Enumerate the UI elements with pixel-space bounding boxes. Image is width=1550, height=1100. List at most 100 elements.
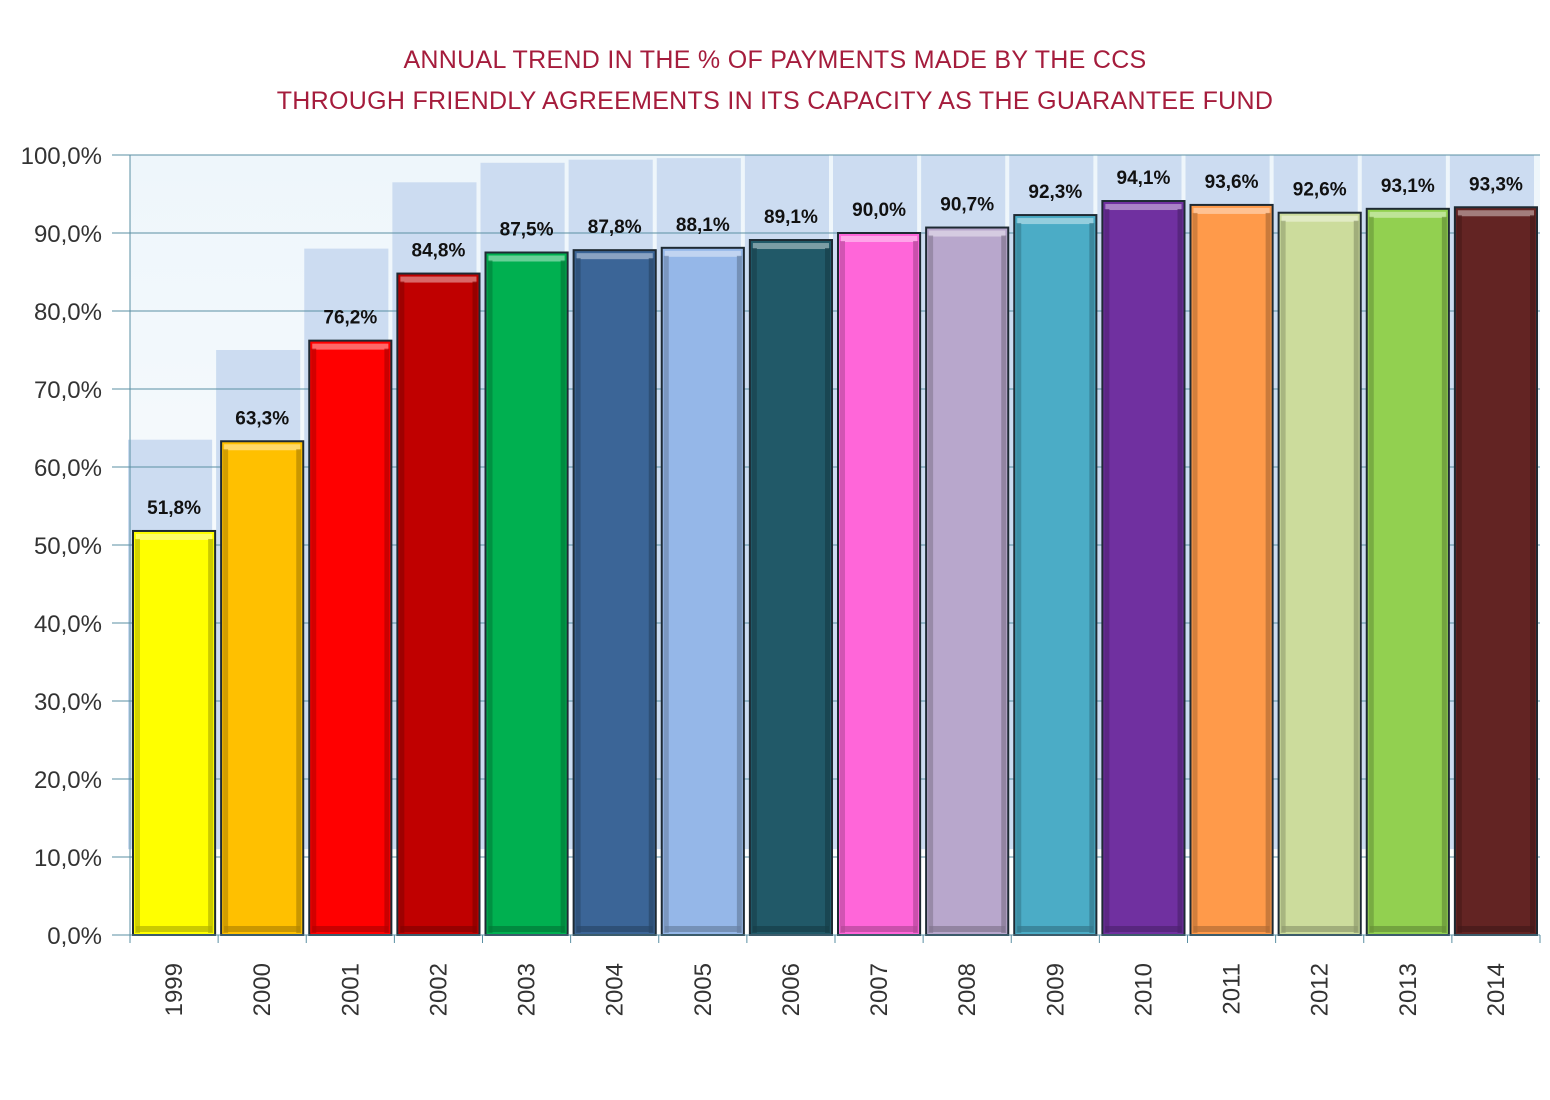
y-tick-label: 80,0%	[34, 299, 102, 326]
x-tick-label: 1999	[161, 963, 188, 1016]
bar-bevel-top	[400, 276, 477, 283]
y-tick-label: 70,0%	[34, 377, 102, 404]
bar-bevel-left	[575, 258, 581, 933]
x-tick-label: 2003	[514, 963, 541, 1016]
bar-bevel-bottom	[400, 926, 477, 932]
x-tick-label: 2013	[1395, 963, 1422, 1016]
chart-title-line-1: ANNUAL TREND IN THE % OF PAYMENTS MADE B…	[403, 46, 1147, 74]
bar-bevel-top	[1457, 210, 1534, 217]
bar-bevel-left	[928, 235, 934, 934]
data-label: 93,1%	[1381, 176, 1435, 197]
x-tick-label: 2010	[1130, 963, 1157, 1016]
bar-bevel-top	[1369, 211, 1446, 218]
data-label: 90,0%	[852, 200, 906, 221]
bar-bevel-top	[1193, 207, 1270, 214]
bar[interactable]	[1101, 200, 1186, 936]
data-label: 89,1%	[764, 207, 818, 228]
bar-bevel-left	[1368, 216, 1374, 933]
bar[interactable]	[748, 239, 833, 936]
bar[interactable]	[308, 339, 393, 936]
data-label: 92,3%	[1028, 182, 1082, 203]
bar-bevel-bottom	[312, 926, 389, 932]
bar[interactable]	[572, 249, 657, 937]
bar-bevel-top	[841, 236, 918, 242]
data-label: 94,1%	[1117, 168, 1171, 189]
bar-bevel-left	[311, 348, 317, 933]
data-label: 93,3%	[1469, 174, 1523, 195]
bar-bevel-bottom	[752, 926, 829, 932]
bar-bevel-top	[576, 253, 653, 260]
bar-bevel-right	[1530, 215, 1535, 933]
bar-bevel-top	[664, 250, 741, 257]
bar[interactable]	[837, 232, 922, 936]
bar-bevel-top	[1017, 218, 1094, 225]
data-label: 51,8%	[147, 498, 201, 519]
bar-bevel-top	[312, 343, 389, 350]
x-tick-label: 2007	[866, 963, 893, 1016]
bar-bevel-right	[1441, 216, 1447, 933]
bar-bevel-left	[135, 538, 140, 933]
bar-bevel-right	[208, 538, 214, 933]
y-tick-label: 50,0%	[34, 533, 102, 560]
x-tick-label: 2006	[778, 963, 805, 1016]
data-label: 90,7%	[940, 195, 994, 216]
bar-bevel-left	[223, 449, 229, 933]
data-label: 87,8%	[588, 217, 642, 238]
bar-bevel-bottom	[1281, 926, 1358, 932]
bar-bevel-left	[1192, 212, 1198, 934]
x-tick-label: 2002	[425, 963, 452, 1016]
bar[interactable]	[1277, 211, 1362, 937]
bar-bevel-bottom	[664, 926, 741, 932]
y-tick-label: 40,0%	[34, 611, 102, 638]
bar-bevel-bottom	[1017, 926, 1094, 932]
bar-bevel-right	[1265, 212, 1271, 934]
bar-bevel-right	[648, 258, 654, 933]
bar[interactable]	[1453, 206, 1538, 936]
data-label: 76,2%	[323, 308, 377, 329]
x-tick-label: 2012	[1307, 963, 1334, 1016]
x-tick-label: 2000	[249, 963, 276, 1016]
bar-bevel-left	[840, 241, 845, 933]
y-tick-label: 20,0%	[34, 767, 102, 794]
bar-bevel-left	[1280, 220, 1286, 934]
bar-bevel-bottom	[576, 926, 653, 932]
x-tick-label: 2011	[1219, 963, 1246, 1015]
bar-bevel-bottom	[929, 926, 1006, 932]
x-tick-label: 2014	[1483, 963, 1510, 1016]
y-tick-label: 100,0%	[21, 143, 102, 170]
bar[interactable]	[925, 226, 1010, 937]
bar-bevel-top	[1281, 215, 1358, 222]
bar[interactable]	[484, 251, 569, 936]
bar-bevel-right	[825, 248, 830, 933]
bar-bevel-bottom	[488, 926, 565, 932]
y-tick-label: 30,0%	[34, 689, 102, 716]
data-label: 92,6%	[1293, 180, 1347, 201]
bar-bevel-top	[929, 230, 1006, 237]
bar[interactable]	[220, 440, 305, 936]
bar-bevel-bottom	[136, 926, 213, 932]
bar[interactable]	[1013, 214, 1098, 936]
bar[interactable]	[132, 529, 217, 937]
bar-bevel-bottom	[841, 926, 918, 932]
data-label: 63,3%	[235, 408, 289, 429]
data-label: 87,5%	[500, 220, 554, 241]
bar[interactable]	[660, 246, 745, 936]
bar[interactable]	[1189, 203, 1274, 937]
bar-bevel-bottom	[224, 926, 301, 932]
bar-bevel-right	[1089, 223, 1095, 933]
bar-bevel-right	[1177, 209, 1183, 933]
bar-bevel-right	[913, 241, 919, 933]
bar-bevel-right	[1353, 220, 1359, 934]
data-label: 88,1%	[676, 215, 730, 236]
bar[interactable]	[396, 272, 481, 936]
bar-bevel-top	[136, 533, 213, 540]
bar-bevel-left	[663, 255, 669, 933]
bar-bevel-bottom	[1369, 926, 1446, 932]
bar-bevel-top	[1105, 204, 1182, 211]
x-tick-label: 2004	[602, 963, 629, 1016]
bar-bevel-top	[224, 444, 301, 451]
x-tick-label: 2009	[1042, 963, 1069, 1016]
bar[interactable]	[1365, 207, 1450, 936]
